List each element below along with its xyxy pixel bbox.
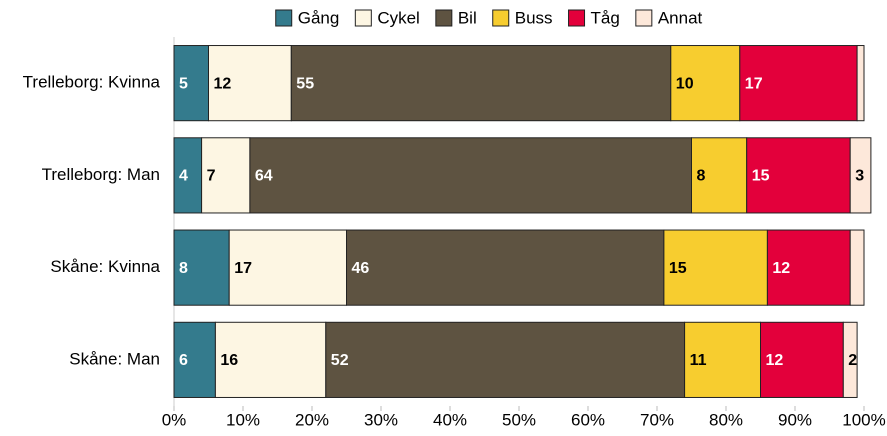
bar-segment	[249, 137, 692, 214]
bar-segment	[173, 321, 216, 398]
bar-segment	[290, 45, 672, 122]
value-label: 12	[214, 75, 232, 92]
x-tick-label: 90%	[778, 410, 812, 429]
value-label: 17	[745, 75, 763, 92]
legend-label: Gång	[298, 8, 340, 27]
legend-swatch	[275, 9, 293, 27]
x-tick-label: 80%	[709, 410, 743, 429]
value-label: 15	[752, 168, 770, 185]
value-label: 10	[676, 75, 694, 92]
bar-segment	[684, 321, 761, 398]
y-tick-label: Skåne: Kvinna	[50, 257, 160, 276]
legend-swatch	[354, 9, 372, 27]
bar-segment	[173, 229, 230, 306]
value-label: 52	[331, 352, 349, 369]
legend-label: Annat	[658, 8, 703, 27]
legend-swatch	[635, 9, 653, 27]
value-label: 55	[296, 75, 314, 92]
value-label: 7	[207, 168, 216, 185]
legend-label: Cykel	[377, 8, 420, 27]
value-label: 11	[690, 352, 707, 369]
bar-segment	[849, 137, 872, 214]
value-label: 12	[772, 260, 790, 277]
x-tick-label: 30%	[364, 410, 398, 429]
legend-swatch	[492, 9, 510, 27]
bar-segment	[325, 321, 686, 398]
bar-segment	[746, 137, 851, 214]
bar-segment	[856, 45, 865, 122]
y-tick-label: Trelleborg: Kvinna	[23, 73, 161, 92]
x-tick-label: 40%	[433, 410, 467, 429]
legend-swatch	[568, 9, 586, 27]
value-label: 2	[848, 352, 857, 369]
value-label: 17	[234, 260, 252, 277]
value-label: 3	[855, 168, 864, 185]
value-label: 5	[179, 75, 188, 92]
bar-segment	[346, 229, 665, 306]
legend-label: Bil	[458, 8, 477, 27]
bar-segment	[766, 229, 851, 306]
bar-segment	[849, 229, 865, 306]
bar-segment	[670, 45, 741, 122]
bar-segment	[201, 137, 251, 214]
legend-label: Tåg	[591, 8, 620, 27]
y-tick-label: Skåne: Man	[69, 349, 160, 368]
y-tick-label: Trelleborg: Man	[42, 165, 160, 184]
value-label: 12	[766, 352, 784, 369]
x-tick-label: 70%	[640, 410, 674, 429]
value-label: 46	[352, 260, 370, 277]
legend-label: Buss	[515, 8, 553, 27]
x-tick-label: 10%	[226, 410, 260, 429]
bar-segment	[842, 321, 858, 398]
bar-segment	[691, 137, 748, 214]
value-label: 8	[179, 260, 188, 277]
bar-segment	[208, 45, 292, 122]
bar-segment	[663, 229, 768, 306]
value-label: 8	[697, 168, 706, 185]
x-tick-label: 100%	[842, 410, 885, 429]
bar-segment	[214, 321, 327, 398]
value-label: 16	[220, 352, 238, 369]
value-label: 15	[669, 260, 687, 277]
x-tick-label: 50%	[502, 410, 536, 429]
bar-segment	[173, 45, 209, 122]
x-tick-label: 20%	[295, 410, 329, 429]
legend-swatch	[435, 9, 453, 27]
bar-segment	[739, 45, 858, 122]
x-tick-label: 0%	[162, 410, 187, 429]
value-label: 64	[255, 168, 273, 185]
bar-segment	[173, 137, 203, 214]
legend: Gång Cykel Bil Buss Tåg Annat	[275, 8, 703, 27]
value-label: 4	[179, 168, 188, 185]
x-tick-label: 60%	[571, 410, 605, 429]
value-label: 6	[179, 352, 188, 369]
bar-segment	[228, 229, 347, 306]
